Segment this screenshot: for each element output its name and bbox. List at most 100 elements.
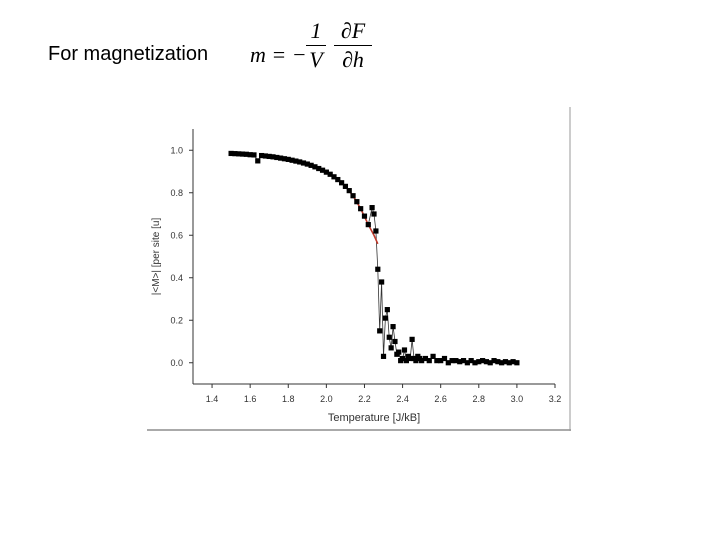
- data-point: [346, 188, 352, 194]
- slide-heading: For magnetization: [48, 43, 209, 65]
- data-point: [371, 211, 377, 217]
- data-point: [472, 360, 478, 366]
- y-axis-label: |<M>| [per site [u]: [151, 218, 162, 296]
- chart-figure: 1.4 1.6 1.8 2.0 2.2 2.4 2.6 2.8 3.0 3.2 0.0 0.2 0.4 0…: [147, 107, 571, 431]
- y-tick-label: 0.8: [170, 188, 183, 198]
- x-tick-label: 3.0: [511, 394, 524, 404]
- data-point: [392, 338, 398, 345]
- data-point: [388, 345, 394, 351]
- data-point: [312, 164, 318, 170]
- data-point: [453, 358, 459, 364]
- data-point: [228, 150, 234, 157]
- data-point: [342, 183, 349, 189]
- data-point: [266, 153, 272, 160]
- data-point: [399, 355, 406, 362]
- x-tick-label: 3.2: [549, 394, 562, 404]
- y-tick-label: 1.0: [170, 145, 183, 155]
- data-point: [239, 151, 246, 157]
- data-point: [354, 199, 360, 205]
- data-point: [335, 176, 341, 183]
- data-point: [247, 152, 253, 158]
- formula-lhs: m = −: [250, 42, 307, 67]
- y-tick-label: 0.2: [170, 315, 183, 325]
- data-point: [327, 171, 333, 177]
- data-point: [300, 160, 307, 166]
- data-point: [316, 165, 322, 172]
- data-point: [413, 358, 419, 364]
- data-point: [441, 355, 448, 362]
- data-point: [365, 222, 371, 228]
- data-point: [236, 151, 242, 157]
- x-tick-label: 2.8: [473, 394, 486, 404]
- data-point: [468, 358, 474, 364]
- data-point: [476, 359, 482, 365]
- data-point: [384, 307, 390, 313]
- data-point: [293, 158, 299, 164]
- data-point: [319, 167, 326, 173]
- data-point: [289, 157, 295, 163]
- formula-fraction-1: 1 V: [306, 18, 326, 73]
- data-point: [278, 155, 284, 161]
- data-point: [323, 169, 329, 175]
- data-point: [426, 358, 432, 364]
- data-point: [409, 336, 415, 342]
- data-point: [502, 359, 509, 365]
- data-point: [396, 349, 402, 355]
- fraction-1-numerator: 1: [310, 18, 322, 43]
- data-point: [373, 228, 379, 234]
- data-point: [285, 156, 291, 162]
- y-tick-label: 0.0: [170, 358, 183, 368]
- data-point: [449, 358, 455, 364]
- data-point: [232, 151, 238, 157]
- x-tick-label: 1.6: [244, 394, 257, 404]
- data-point: [514, 360, 520, 366]
- series-connector-line: [231, 153, 518, 364]
- data-point: [369, 205, 375, 211]
- x-axis-label: Temperature [J/kB]: [328, 412, 420, 424]
- data-point: [401, 347, 408, 353]
- data-point: [506, 360, 512, 366]
- data-point: [483, 359, 490, 365]
- fraction-1-denominator: V: [309, 47, 323, 72]
- data-point: [445, 360, 451, 366]
- data-point: [510, 359, 516, 365]
- data-point: [491, 358, 497, 364]
- fraction-2-numerator: ∂F: [340, 18, 366, 43]
- data-point: [243, 151, 249, 157]
- fraction-1-bar: [306, 45, 326, 46]
- x-tick-label: 2.4: [396, 394, 409, 404]
- data-point: [403, 358, 409, 364]
- data-point: [480, 358, 486, 364]
- data-point: [386, 334, 392, 340]
- data-point: [358, 206, 364, 212]
- data-point: [430, 353, 436, 359]
- x-tick-label: 2.6: [434, 394, 447, 404]
- data-point: [304, 161, 310, 167]
- data-point: [407, 355, 413, 362]
- x-tick-label: 2.2: [358, 394, 371, 404]
- data-point: [382, 315, 389, 321]
- data-point: [487, 360, 493, 366]
- data-point: [375, 266, 381, 272]
- data-point: [262, 153, 268, 159]
- fraction-2-bar: [334, 45, 372, 46]
- data-point: [464, 360, 470, 366]
- data-point: [251, 152, 257, 158]
- data-point: [422, 355, 429, 362]
- data-point: [308, 162, 314, 168]
- data-point: [495, 359, 501, 365]
- data-point: [258, 152, 265, 159]
- magnetization-formula: m = − 1 V ∂F ∂h: [250, 18, 380, 88]
- y-tick-label: 0.4: [170, 273, 183, 283]
- magnetization-chart: 1.4 1.6 1.8 2.0 2.2 2.4 2.6 2.8 3.0 3.2 0.0 0.2 0.4 0…: [147, 107, 571, 431]
- fraction-2-denominator: ∂h: [342, 47, 364, 72]
- data-point: [380, 353, 387, 359]
- data-point: [460, 358, 467, 364]
- x-tick-label: 2.0: [320, 394, 333, 404]
- data-point: [339, 180, 345, 186]
- data-point: [331, 174, 337, 180]
- formula-fraction-2: ∂F ∂h: [334, 18, 372, 73]
- x-tick-label: 1.8: [282, 394, 295, 404]
- data-point: [281, 156, 288, 162]
- data-point: [434, 358, 440, 364]
